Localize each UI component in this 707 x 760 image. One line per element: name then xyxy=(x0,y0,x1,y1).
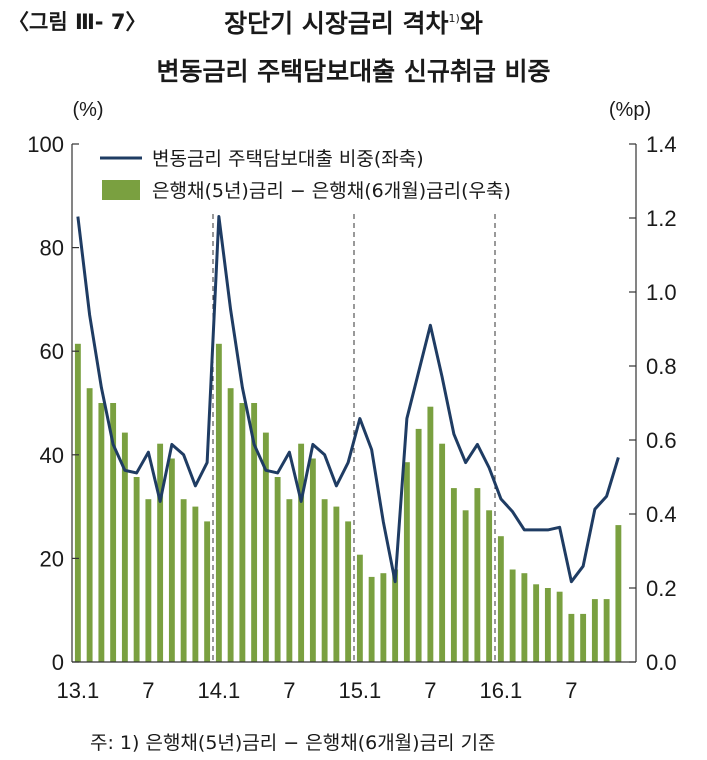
chart-title-main: 장단기 시장금리 격차 xyxy=(224,9,449,38)
bar-mark xyxy=(615,525,622,662)
bar-mark xyxy=(521,573,528,662)
bar-mark xyxy=(427,406,434,662)
right-tick-label: 0.0 xyxy=(646,650,677,675)
line-series-mark xyxy=(76,215,620,584)
bar-mark xyxy=(262,432,269,662)
right-tick-label: 0.4 xyxy=(646,502,677,527)
bar-mark xyxy=(403,462,410,662)
bar-mark xyxy=(380,573,387,662)
x-tick-label: 16.1 xyxy=(479,678,522,703)
bar-mark xyxy=(157,443,164,662)
bar-mark xyxy=(486,510,493,662)
x-tick-label: 7 xyxy=(142,678,154,703)
bar-mark xyxy=(98,403,105,662)
bar-mark xyxy=(251,403,258,662)
bar-mark xyxy=(86,388,93,662)
right-tick-label: 0.6 xyxy=(646,428,677,453)
chart-title-tail: 와 xyxy=(459,9,483,38)
x-tick-label: 13.1 xyxy=(56,678,99,703)
bar-mark xyxy=(145,499,152,662)
chart-canvas: 0 20 40 60 80 100 0.0 0.2 0.4 0.6 0.8 1.0 1.2 1.4 13.1… xyxy=(27,99,677,703)
bar-mark xyxy=(544,588,551,662)
footnote: 주: 1) 은행채(5년)금리 − 은행채(6개월)금리 기준 xyxy=(90,732,496,754)
bar-mark xyxy=(215,343,222,662)
x-tick-label: 14.1 xyxy=(197,678,240,703)
bar-mark xyxy=(392,569,399,662)
legend-bar-label: 은행채(5년)금리 − 은행채(6개월)금리(우축) xyxy=(152,180,511,202)
x-tick-label: 15.1 xyxy=(338,678,381,703)
bar-mark xyxy=(333,506,340,662)
right-tick-label: 1.0 xyxy=(646,280,677,305)
bar-mark xyxy=(286,499,293,662)
bar-mark xyxy=(415,428,422,662)
right-tick-label: 1.4 xyxy=(646,132,677,157)
left-unit-label: (%) xyxy=(72,99,103,121)
bar-mark xyxy=(533,584,540,662)
bar-mark xyxy=(568,613,575,662)
right-tick-label: 1.2 xyxy=(646,206,677,231)
title-footnote-mark: 1) xyxy=(448,12,460,25)
bar-mark xyxy=(345,521,352,662)
left-tick-label: 60 xyxy=(40,339,64,364)
figure-label: 〈그림 Ⅲ- 7〉 xyxy=(8,10,147,34)
bar-mark xyxy=(497,536,504,662)
bar-mark xyxy=(227,388,234,662)
bar-mark xyxy=(321,499,328,662)
bar-mark xyxy=(309,458,316,662)
bar-mark xyxy=(439,443,446,662)
bar-mark xyxy=(274,477,281,662)
bar-mark xyxy=(74,343,81,662)
x-tick-label: 7 xyxy=(565,678,577,703)
bar-mark xyxy=(356,554,363,662)
bar-mark xyxy=(556,591,563,662)
bar-mark xyxy=(180,499,187,662)
bar-mark xyxy=(591,599,598,662)
bar-mark xyxy=(509,569,516,662)
legend-bar-swatch xyxy=(102,180,140,200)
bar-mark xyxy=(462,510,469,662)
left-tick-label: 0 xyxy=(52,650,64,675)
bar-mark xyxy=(474,488,481,662)
bar-mark xyxy=(192,506,199,662)
left-tick-label: 100 xyxy=(27,132,64,157)
left-tick-label: 80 xyxy=(40,236,64,261)
bar-mark xyxy=(298,443,305,662)
right-unit-label: (%p) xyxy=(609,99,651,121)
bar-mark xyxy=(133,477,140,662)
chart-title-line2: 변동금리 주택담보대출 신규취급 비중 xyxy=(156,57,551,86)
x-tick-label: 7 xyxy=(424,678,436,703)
left-tick-label: 20 xyxy=(40,546,64,571)
bar-mark xyxy=(580,613,587,662)
right-tick-label: 0.2 xyxy=(646,576,677,601)
x-tick-label: 7 xyxy=(283,678,295,703)
left-tick-label: 40 xyxy=(40,443,64,468)
bar-mark xyxy=(603,599,610,662)
bar-mark xyxy=(168,458,175,662)
bar-mark xyxy=(110,403,117,662)
legend-line-label: 변동금리 주택담보대출 비중(좌축) xyxy=(152,148,424,170)
bar-mark xyxy=(368,576,375,662)
bar-mark xyxy=(121,432,128,662)
bar-mark xyxy=(450,488,457,662)
chart-title-line1: 장단기 시장금리 격차1)와 xyxy=(0,4,707,40)
right-tick-label: 0.8 xyxy=(646,354,677,379)
bar-mark xyxy=(204,521,211,662)
bar-mark xyxy=(239,403,246,662)
